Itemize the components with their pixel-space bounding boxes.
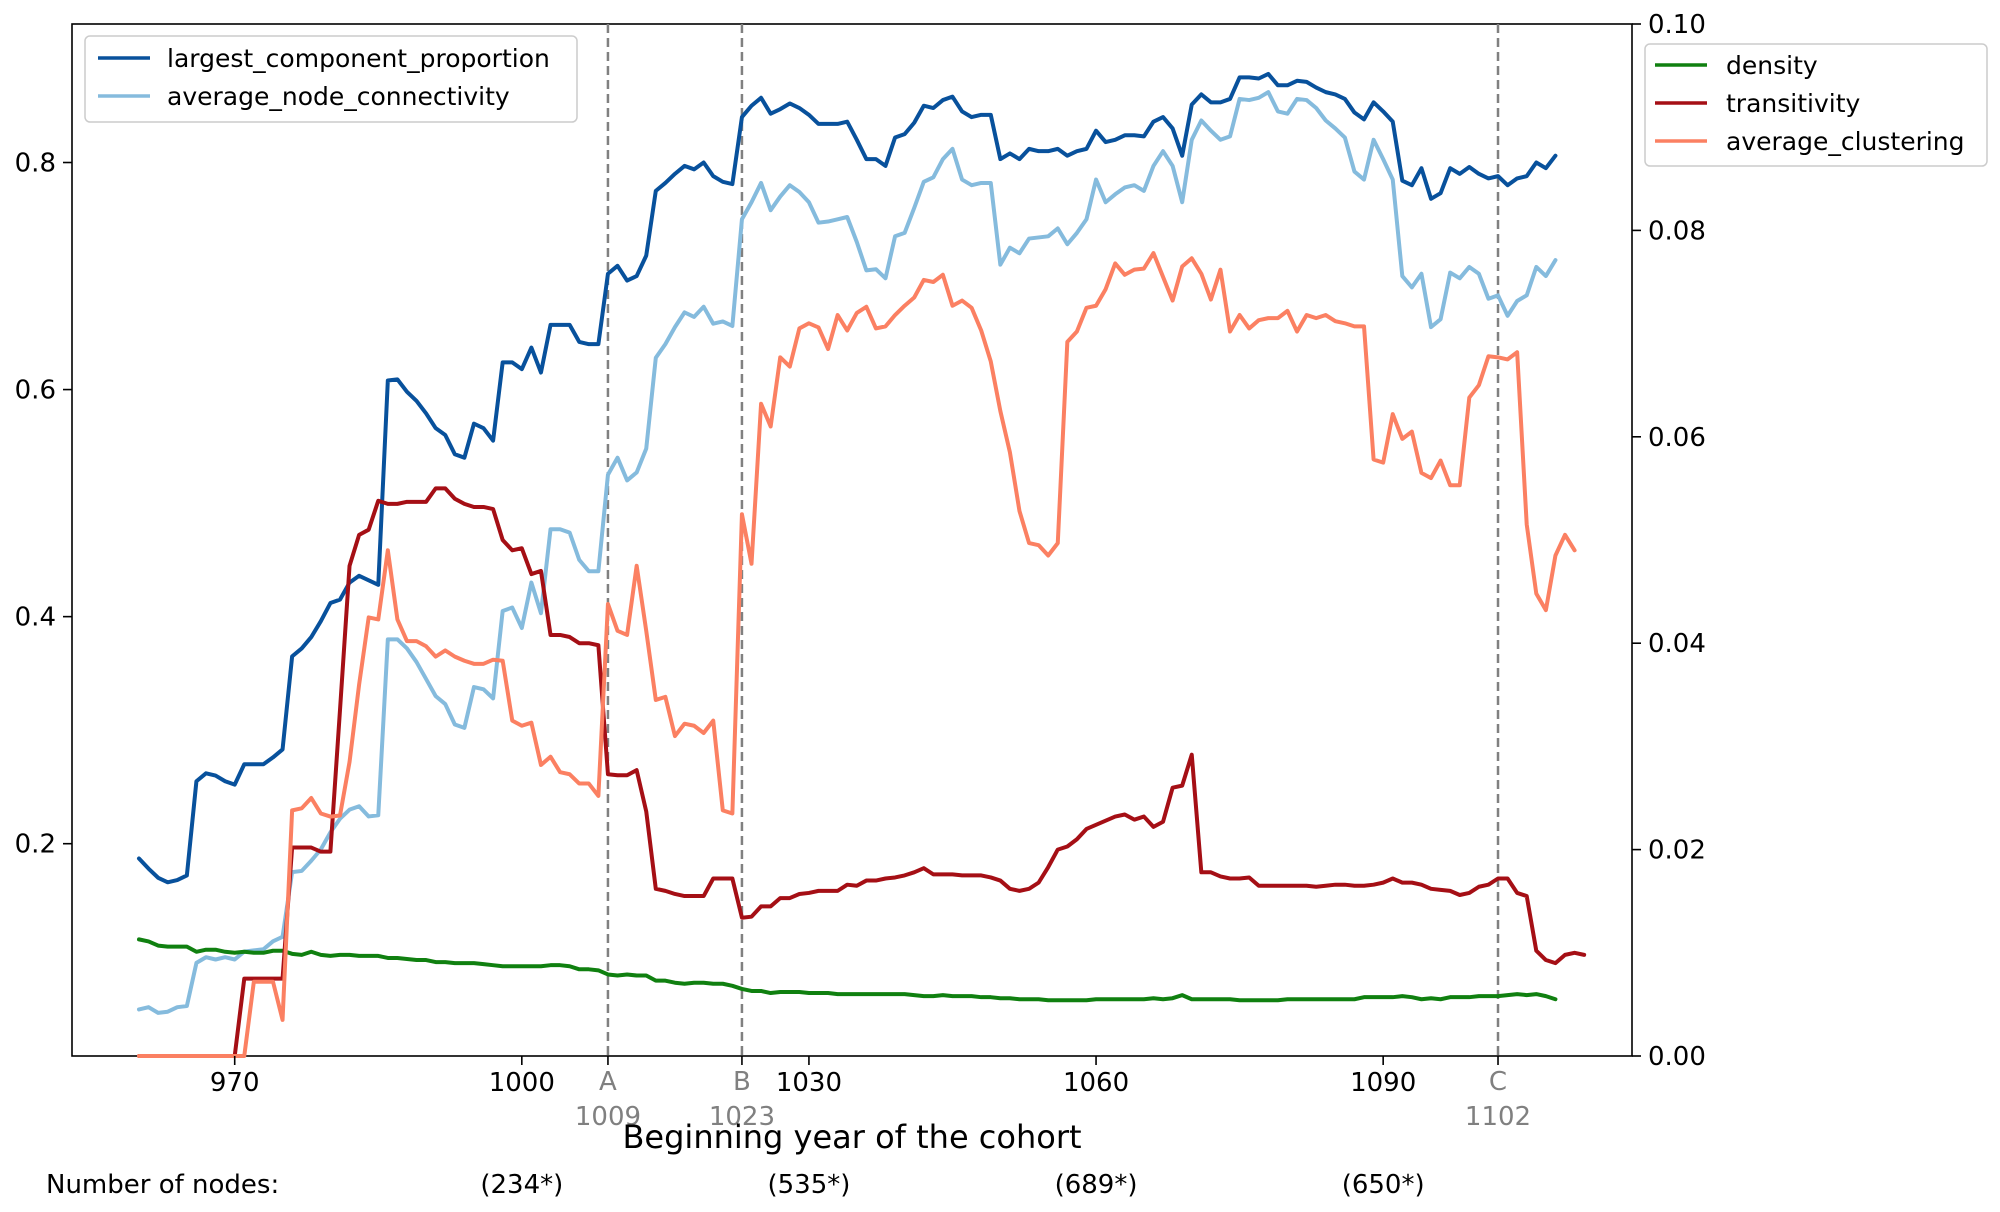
left-tick-label: 0.6	[15, 376, 56, 406]
marker-letter-a: A	[599, 1067, 617, 1097]
marker-lines	[606, 24, 1500, 1056]
x-tick-label: 1090	[1350, 1068, 1416, 1098]
legend-label-density: density	[1726, 51, 1818, 80]
legend-label-node-connectivity: average_node_connectivity	[167, 82, 510, 111]
right-tick-label: 0.00	[1648, 1042, 1706, 1072]
series-line-transitivity	[136, 486, 1587, 1058]
x-tick-label: 1000	[489, 1068, 555, 1098]
marker-letter-c: C	[1489, 1067, 1507, 1097]
legend-label-largest-component: largest_component_proportion	[167, 44, 550, 73]
right-tick-label: 0.08	[1648, 216, 1706, 246]
right-tick-label: 0.04	[1648, 629, 1706, 659]
x-tick-label: 970	[210, 1068, 260, 1098]
left-tick-label: 0.2	[15, 830, 56, 860]
right-y-axis: 0.00 0.02 0.04 0.06 0.08 0.10	[1632, 10, 1706, 1072]
series-line-average-clustering	[136, 251, 1577, 1058]
legend-right-box	[1644, 43, 1988, 167]
marker-year-b: 1023	[709, 1102, 775, 1132]
node-count-label: (535*)	[767, 1170, 850, 1200]
node-counts: (234*) (535*) (689*) (650*)	[480, 1170, 1424, 1200]
x-tick-label: 1030	[776, 1068, 842, 1098]
left-tick-label: 0.4	[15, 603, 56, 633]
left-y-axis: 0.2 0.4 0.6 0.8	[15, 149, 72, 860]
right-tick-label: 0.10	[1648, 10, 1706, 40]
marker-year-a: 1009	[575, 1102, 641, 1132]
series-line-average-node-connectivity	[136, 90, 1558, 1015]
legend-label-transitivity: transitivity	[1726, 89, 1861, 118]
x-axis-label: Beginning year of the cohort	[622, 1118, 1081, 1156]
legend-right: density transitivity average_clustering	[1644, 43, 1988, 167]
x-axis: 970 1000 1030 1060 1090 A 1009 B 1023 C 1102	[210, 1056, 1531, 1132]
legend-left-box	[84, 35, 578, 123]
series-line-density	[136, 937, 1558, 1003]
marker-letter-b: B	[733, 1067, 751, 1097]
node-count-label: (689*)	[1055, 1170, 1138, 1200]
marker-year-c: 1102	[1465, 1102, 1531, 1132]
right-tick-label: 0.06	[1648, 423, 1706, 453]
x-tick-label: 1060	[1063, 1068, 1129, 1098]
legend-label-average-clustering: average_clustering	[1726, 127, 1965, 156]
node-count-label: (650*)	[1342, 1170, 1425, 1200]
left-tick-label: 0.8	[15, 149, 56, 179]
plot-area	[71, 23, 1633, 1057]
nodes-label: Number of nodes:	[46, 1170, 279, 1200]
series-lines	[136, 71, 1587, 1058]
node-count-label: (234*)	[480, 1170, 563, 1200]
right-tick-label: 0.02	[1648, 836, 1706, 866]
series-line-largest-component-proportion	[136, 71, 1558, 885]
legend-left: largest_component_proportion average_nod…	[84, 35, 578, 123]
